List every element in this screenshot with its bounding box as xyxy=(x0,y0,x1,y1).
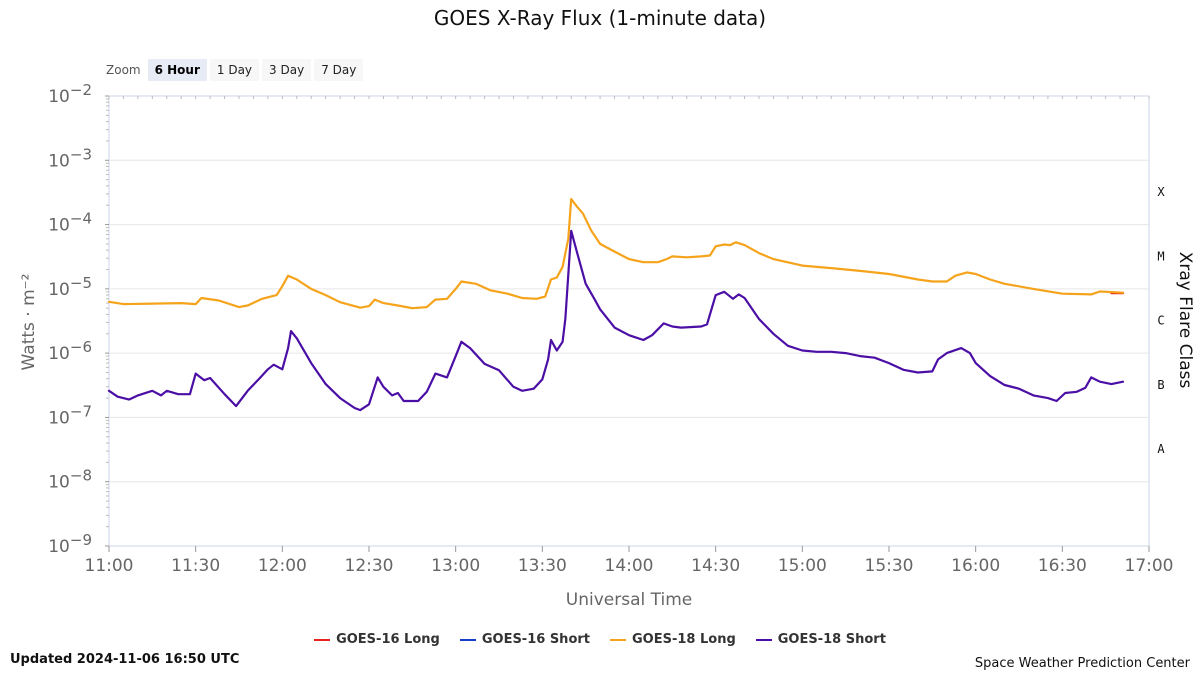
credit-text: Space Weather Prediction Center xyxy=(974,656,1190,671)
x-tick-label: 13:30 xyxy=(518,556,567,576)
xray-flux-chart: 10−210−310−410−510−610−710−810−9 11:00 11… xyxy=(19,81,1195,610)
legend-item-goes-16-long[interactable]: GOES-16 Long xyxy=(314,632,440,647)
y-tick-label: 10−4 xyxy=(48,210,92,236)
y-axis: 10−2 10−3 10−4 10−5 10−6 10−7 10−8 10−9 xyxy=(48,81,109,557)
x-tick-label: 12:30 xyxy=(345,556,394,576)
series-lines xyxy=(107,197,1125,412)
series-line-goes-18-short xyxy=(107,229,1125,412)
x-tick-label: 11:00 xyxy=(85,556,134,576)
legend-swatch xyxy=(459,638,476,641)
legend: GOES-16 Long GOES-16 Short GOES-18 Long GOE… xyxy=(0,632,1200,647)
legend-label: GOES-18 Long xyxy=(632,632,736,647)
plot-area xyxy=(108,95,1150,547)
y-tick-label: 10−6 xyxy=(48,338,92,364)
legend-label: GOES-16 Long xyxy=(336,632,440,647)
updated-timestamp: Updated 2024-11-06 16:50 UTC xyxy=(10,652,240,667)
x-tick-label: 14:00 xyxy=(605,556,654,576)
y-tick-label: 10−2 xyxy=(48,81,92,107)
flare-class-axis: X M C B A xyxy=(1157,185,1165,456)
legend-label: GOES-18 Short xyxy=(777,632,886,647)
flare-class-label: B xyxy=(1157,378,1164,392)
x-tick-label: 14:30 xyxy=(691,556,740,576)
x-axis: 11:00 11:30 12:00 12:30 13:00 13:30 14:00 14:30… xyxy=(85,96,1174,576)
x-tick-label: 12:00 xyxy=(258,556,307,576)
chart-title: GOES X-Ray Flux (1-minute data) xyxy=(433,6,767,30)
x-tick-label: 13:00 xyxy=(431,556,480,576)
x-tick-label: 16:30 xyxy=(1038,556,1087,576)
y-tick-label: 10−8 xyxy=(48,467,92,493)
x-tick-label: 16:00 xyxy=(951,556,1000,576)
legend-item-goes-18-short[interactable]: GOES-18 Short xyxy=(755,632,886,647)
legend-swatch xyxy=(314,638,331,641)
x-tick-label: 17:00 xyxy=(1125,556,1174,576)
flare-class-label: M xyxy=(1157,249,1164,263)
flare-class-label: A xyxy=(1157,442,1165,456)
y-tick-label: 10−5 xyxy=(48,274,92,300)
flare-class-label: C xyxy=(1157,314,1164,328)
grid-lines xyxy=(109,95,1149,547)
y2-axis-title: Xray Flare Class xyxy=(1175,252,1195,389)
legend-label: GOES-16 Short xyxy=(481,632,590,647)
zoom-3-day-button[interactable]: 3 Day xyxy=(262,59,312,81)
y-tick-label: 10−9 xyxy=(48,531,92,557)
zoom-label: Zoom xyxy=(106,63,141,77)
flare-class-label: X xyxy=(1157,185,1165,199)
y-axis-title: Watts · m⁻² xyxy=(19,274,39,371)
series-line-goes-18-long xyxy=(107,197,1125,310)
zoom-6-hour-button[interactable]: 6 Hour xyxy=(147,59,207,81)
x-tick-label: 11:30 xyxy=(171,556,220,576)
legend-item-goes-18-long[interactable]: GOES-18 Long xyxy=(610,632,736,647)
zoom-1-day-button[interactable]: 1 Day xyxy=(209,59,260,81)
legend-item-goes-16-short[interactable]: GOES-16 Short xyxy=(459,632,590,647)
legend-swatch xyxy=(755,638,772,641)
y-tick-label: 10−7 xyxy=(48,402,92,428)
x-axis-title: Universal Time xyxy=(566,590,692,610)
legend-swatch xyxy=(610,638,626,641)
x-tick-label: 15:00 xyxy=(778,556,827,576)
x-tick-label: 15:30 xyxy=(865,556,914,576)
zoom-7-day-button[interactable]: 7 Day xyxy=(314,59,364,81)
y-tick-label: 10−3 xyxy=(48,145,92,171)
zoom-controls: Zoom 6 Hour 1 Day 3 Day 7 Day xyxy=(106,58,364,82)
